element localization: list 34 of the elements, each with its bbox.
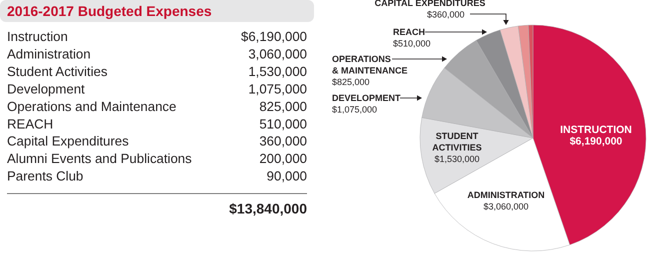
category-label: REACH (7, 116, 54, 132)
data-label: $3,060,000 (483, 202, 529, 212)
category-label: Administration (7, 46, 91, 62)
data-label: $825,000 (332, 77, 370, 87)
category-label: Development (7, 81, 86, 96)
category-label: Instruction (7, 29, 68, 44)
slice-label: ADMINISTRATION (467, 190, 545, 200)
text: $6,190,000 (240, 29, 307, 44)
slice-label: OPERATIONS & MAINTENANCE (332, 54, 408, 76)
text: $13,840,000 (229, 200, 308, 217)
slice-label: REACH (393, 27, 426, 37)
text: 2016-2017 Budgeted Expenses (7, 3, 212, 19)
slice-label: DEVELOPMENT (332, 93, 402, 103)
data-label: $1,075,000 (332, 104, 378, 114)
category-label: Operations and Maintenance (7, 98, 176, 114)
data-label: $1,530,000 (434, 154, 480, 164)
text: 510,000 (259, 116, 307, 132)
data-label: $510,000 (393, 38, 431, 48)
text: 90,000 (266, 168, 307, 184)
data-label: $360,000 (427, 10, 465, 20)
category-label: Student Activities (7, 64, 108, 79)
text: 200,000 (259, 151, 307, 166)
slice-label: STUDENT ACTIVITIES (432, 131, 482, 152)
category-label: Parents Club (7, 168, 84, 184)
category-label: Capital Expenditures (7, 134, 130, 149)
text: 360,000 (259, 134, 307, 149)
text: 825,000 (259, 98, 307, 114)
data-label: $6,190,000 (570, 136, 622, 148)
slice-label: INSTRUCTION (560, 124, 632, 136)
slice-label: CAPITAL EXPENDITURES (374, 0, 486, 8)
category-label: Alumni Events and Publications (7, 151, 192, 166)
text: 1,075,000 (248, 81, 307, 96)
text: 1,530,000 (248, 64, 307, 79)
text: 3,060,000 (248, 46, 307, 62)
